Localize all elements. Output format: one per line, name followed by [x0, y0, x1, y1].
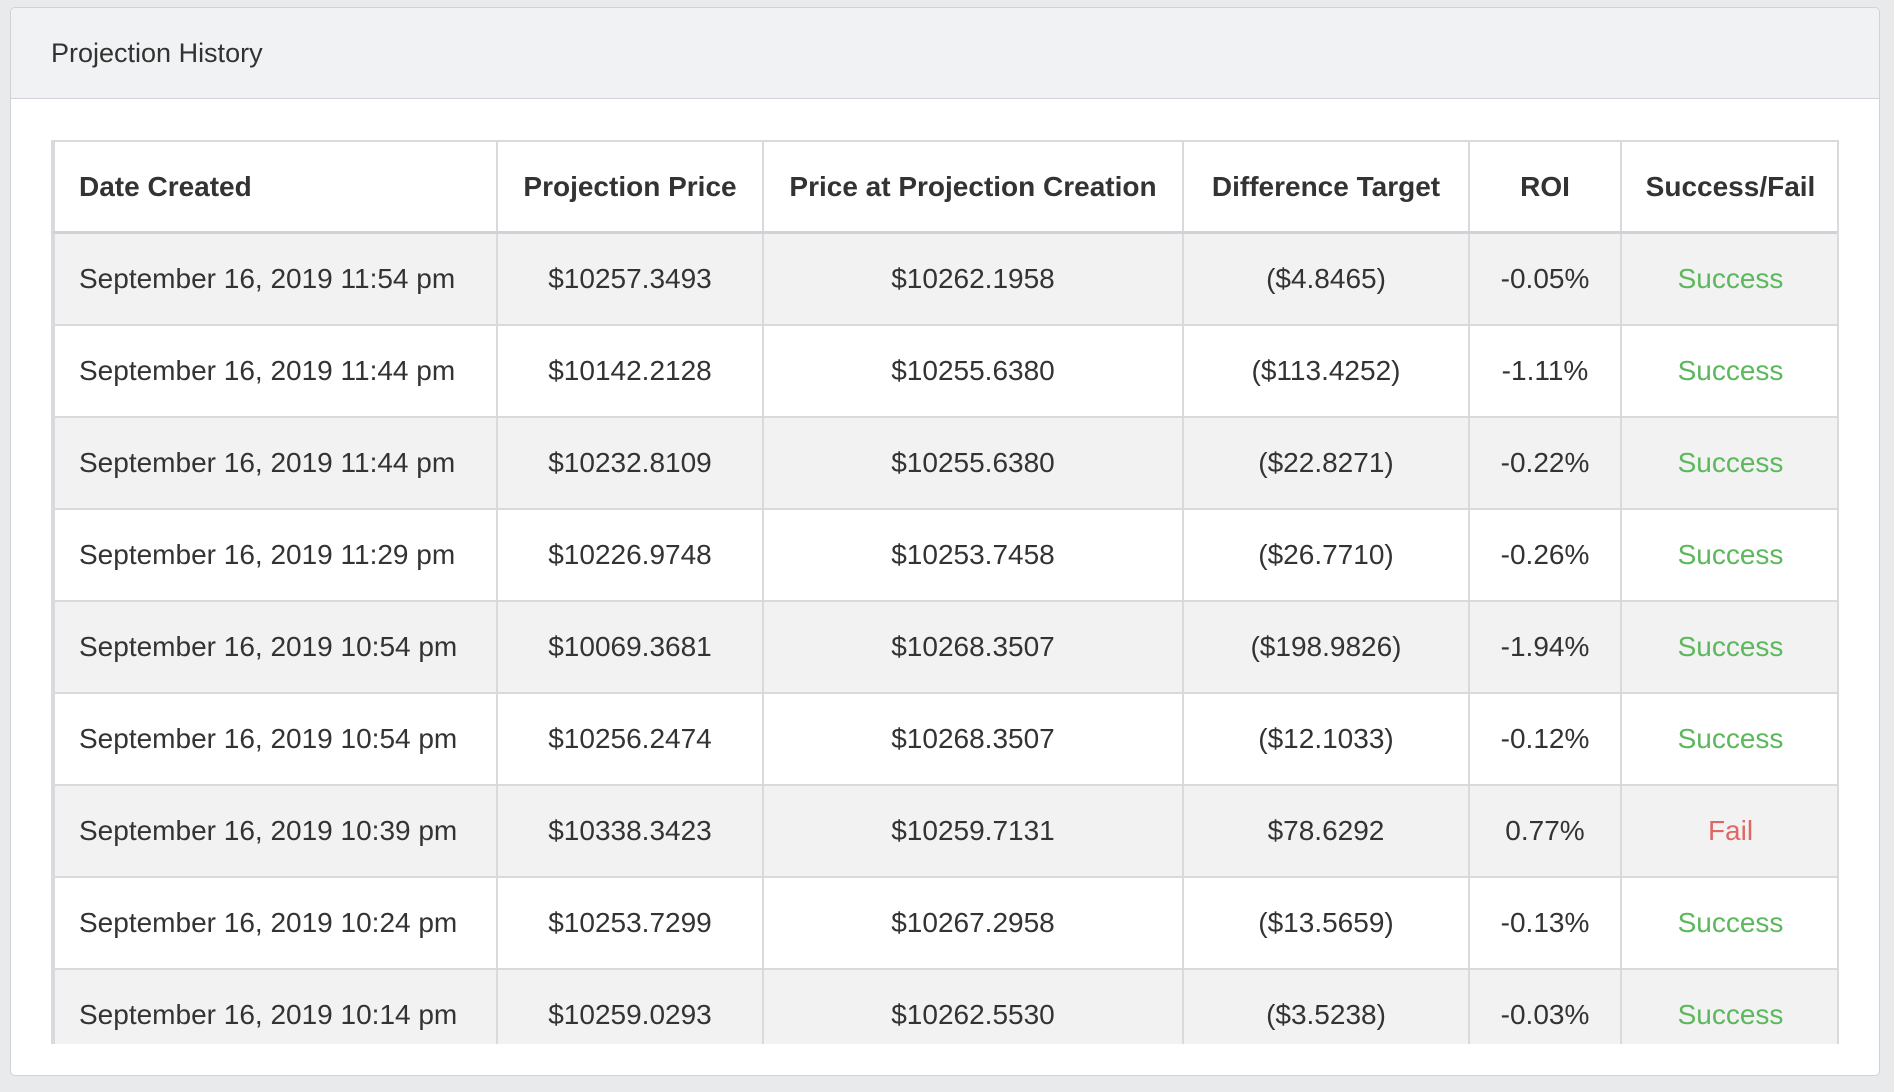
panel-heading: Projection History — [11, 8, 1879, 99]
cell-difference-target: ($22.8271) — [1182, 416, 1470, 510]
column-header-success-fail[interactable]: Success/Fail — [1620, 140, 1837, 234]
cell-date-created: September 16, 2019 10:14 pm — [53, 968, 498, 1044]
cell-projection-price: $10142.2128 — [496, 324, 764, 418]
table-row: September 16, 2019 11:44 pm $10232.8109 $1… — [53, 416, 1837, 510]
cell-projection-price: $10257.3493 — [496, 231, 764, 326]
cell-date-created: September 16, 2019 11:44 pm — [53, 324, 498, 418]
panel-title: Projection History — [51, 37, 263, 68]
cell-date-created: September 16, 2019 11:29 pm — [53, 508, 498, 602]
column-header-projection-price[interactable]: Projection Price — [496, 140, 764, 234]
table-header-row: Date Created Projection Price Price at P… — [53, 140, 1837, 234]
cell-projection-price: $10256.2474 — [496, 692, 764, 786]
table-row: September 16, 2019 10:54 pm $10069.3681 $1… — [53, 600, 1837, 694]
cell-projection-price: $10226.9748 — [496, 508, 764, 602]
cell-roi: 0.77% — [1468, 784, 1622, 878]
cell-result: Success — [1620, 416, 1837, 510]
cell-projection-price: $10338.3423 — [496, 784, 764, 878]
cell-difference-target: ($13.5659) — [1182, 876, 1470, 970]
cell-projection-price: $10232.8109 — [496, 416, 764, 510]
cell-difference-target: ($4.8465) — [1182, 231, 1470, 326]
column-header-price-at-creation[interactable]: Price at Projection Creation — [762, 140, 1184, 234]
projection-history-table: Date Created Projection Price Price at P… — [53, 140, 1837, 1044]
cell-result: Success — [1620, 508, 1837, 602]
cell-price-at-creation: $10262.5530 — [762, 968, 1184, 1044]
cell-difference-target: ($26.7710) — [1182, 508, 1470, 602]
cell-date-created: September 16, 2019 10:24 pm — [53, 876, 498, 970]
cell-result: Fail — [1620, 784, 1837, 878]
column-header-difference-target[interactable]: Difference Target — [1182, 140, 1470, 234]
table-row: September 16, 2019 10:39 pm $10338.3423 $1… — [53, 784, 1837, 878]
cell-difference-target: ($113.4252) — [1182, 324, 1470, 418]
cell-projection-price: $10069.3681 — [496, 600, 764, 694]
cell-difference-target: ($198.9826) — [1182, 600, 1470, 694]
cell-result: Success — [1620, 692, 1837, 786]
projection-history-panel: Projection History Date Created Projecti… — [10, 7, 1880, 1076]
cell-result: Success — [1620, 231, 1837, 326]
table-row: September 16, 2019 11:44 pm $10142.2128 $1… — [53, 324, 1837, 418]
cell-price-at-creation: $10268.3507 — [762, 600, 1184, 694]
cell-date-created: September 16, 2019 11:44 pm — [53, 416, 498, 510]
cell-price-at-creation: $10255.6380 — [762, 324, 1184, 418]
cell-roi: -1.94% — [1468, 600, 1622, 694]
cell-price-at-creation: $10267.2958 — [762, 876, 1184, 970]
cell-roi: -0.03% — [1468, 968, 1622, 1044]
table-row: September 16, 2019 10:14 pm $10259.0293 $1… — [53, 968, 1837, 1044]
cell-date-created: September 16, 2019 10:39 pm — [53, 784, 498, 878]
table-row: September 16, 2019 11:54 pm $10257.3493 $1… — [53, 231, 1837, 326]
cell-roi: -0.05% — [1468, 231, 1622, 326]
cell-projection-price: $10253.7299 — [496, 876, 764, 970]
cell-date-created: September 16, 2019 10:54 pm — [53, 692, 498, 786]
cell-date-created: September 16, 2019 10:54 pm — [53, 600, 498, 694]
cell-result: Success — [1620, 600, 1837, 694]
cell-result: Success — [1620, 324, 1837, 418]
cell-result: Success — [1620, 876, 1837, 970]
cell-difference-target: ($3.5238) — [1182, 968, 1470, 1044]
cell-price-at-creation: $10262.1958 — [762, 231, 1184, 326]
cell-difference-target: $78.6292 — [1182, 784, 1470, 878]
cell-difference-target: ($12.1033) — [1182, 692, 1470, 786]
cell-result: Success — [1620, 968, 1837, 1044]
table-row: September 16, 2019 10:24 pm $10253.7299 $1… — [53, 876, 1837, 970]
cell-roi: -0.13% — [1468, 876, 1622, 970]
cell-roi: -1.11% — [1468, 324, 1622, 418]
cell-date-created: September 16, 2019 11:54 pm — [53, 231, 498, 326]
cell-price-at-creation: $10255.6380 — [762, 416, 1184, 510]
cell-roi: -0.22% — [1468, 416, 1622, 510]
cell-projection-price: $10259.0293 — [496, 968, 764, 1044]
column-header-date-created[interactable]: Date Created — [53, 140, 498, 234]
cell-price-at-creation: $10253.7458 — [762, 508, 1184, 602]
cell-roi: -0.26% — [1468, 508, 1622, 602]
cell-roi: -0.12% — [1468, 692, 1622, 786]
cell-price-at-creation: $10259.7131 — [762, 784, 1184, 878]
projection-table-scroll[interactable]: Date Created Projection Price Price at P… — [51, 140, 1839, 1044]
table-row: September 16, 2019 10:54 pm $10256.2474 $1… — [53, 692, 1837, 786]
table-row: September 16, 2019 11:29 pm $10226.9748 $1… — [53, 508, 1837, 602]
column-header-roi[interactable]: ROI — [1468, 140, 1622, 234]
cell-price-at-creation: $10268.3507 — [762, 692, 1184, 786]
